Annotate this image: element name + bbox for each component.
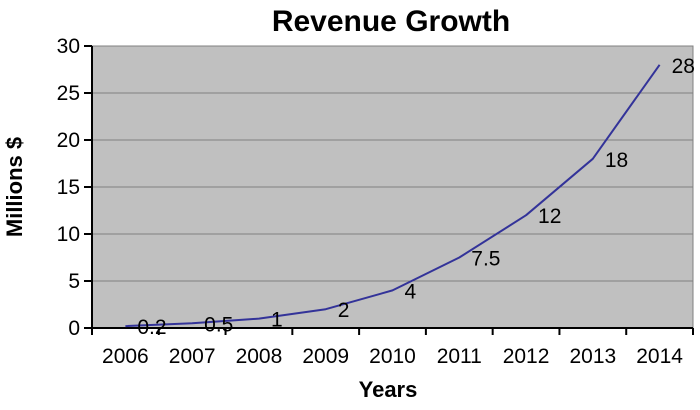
chart-title: Revenue Growth: [272, 5, 510, 38]
data-label: 18: [605, 149, 628, 172]
y-tick-label: 15: [57, 176, 80, 199]
y-tick-label: 30: [57, 35, 80, 58]
data-label: 4: [405, 280, 417, 303]
data-label: 7.5: [471, 248, 500, 271]
data-label: 1: [271, 309, 283, 332]
data-label: 28: [672, 55, 695, 78]
x-tick-label: 2010: [369, 345, 416, 368]
x-tick-label: 2012: [503, 345, 550, 368]
x-tick-label: 2006: [102, 345, 149, 368]
x-tick-label: 2013: [569, 345, 616, 368]
data-label: 0.5: [204, 313, 233, 336]
y-axis-title: Millions $: [2, 137, 27, 237]
y-tick-label: 20: [57, 129, 80, 152]
x-tick-label: 2009: [302, 345, 349, 368]
y-tick-label: 0: [68, 317, 80, 340]
y-tick-label: 10: [57, 223, 80, 246]
x-tick-label: 2007: [169, 345, 216, 368]
y-tick-label: 5: [68, 270, 80, 293]
plot-layer: 0 5 10 15 20 25 30 2006 2007 2008 2009 2010 2011 2012…: [57, 35, 695, 368]
series-line: [125, 64, 661, 328]
x-tick-label: 2014: [636, 345, 683, 368]
data-label: 0.2: [137, 316, 166, 339]
y-tick-label: 25: [57, 82, 80, 105]
data-label: 2: [338, 299, 350, 322]
data-label: 12: [538, 205, 561, 228]
x-axis-title: Years: [359, 377, 418, 402]
x-tick-label: 2011: [437, 345, 482, 368]
x-tick-label: 2008: [236, 345, 283, 368]
